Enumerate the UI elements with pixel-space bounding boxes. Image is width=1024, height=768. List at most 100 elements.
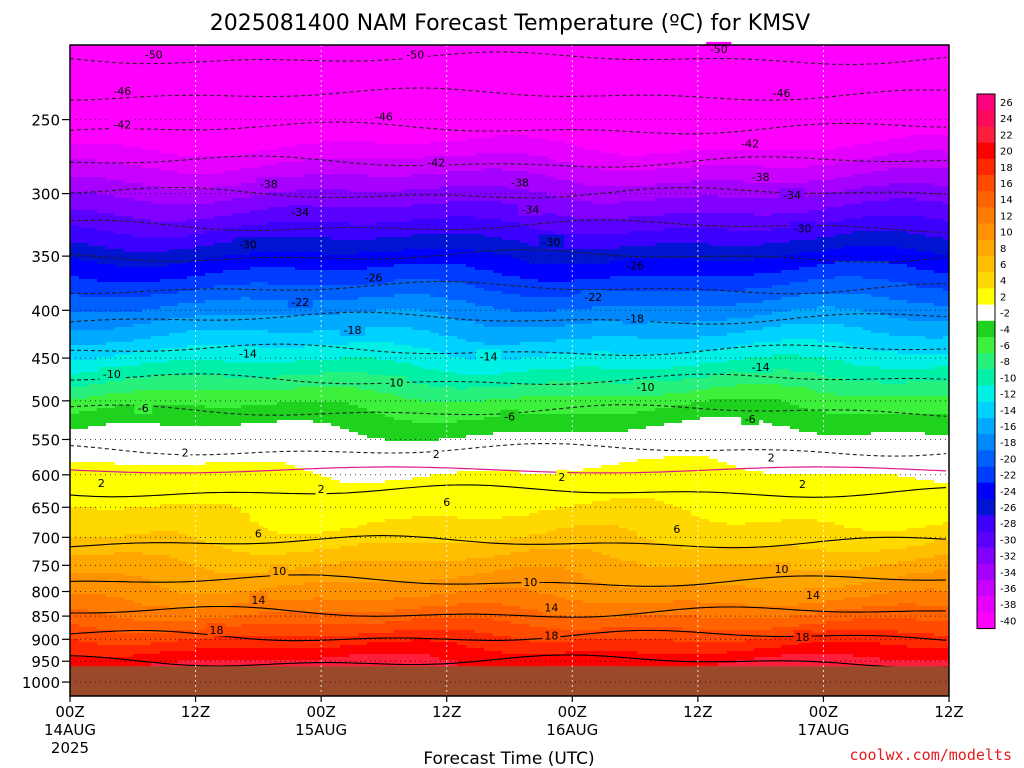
- field-cell: [106, 393, 395, 397]
- field-cell: [70, 201, 152, 205]
- field-cell: [412, 219, 503, 223]
- field-cell: [70, 615, 116, 619]
- field-cell: [169, 360, 224, 364]
- field-cell: [295, 567, 512, 571]
- field-cell: [259, 522, 368, 526]
- field-cell: [736, 384, 782, 388]
- field-cell: [718, 348, 872, 352]
- field-cell: [718, 459, 949, 463]
- field-cell: [250, 210, 539, 214]
- x-tick-label: 00Z: [558, 703, 587, 721]
- field-cell: [826, 411, 949, 415]
- field-cell: [943, 219, 949, 223]
- contour-label-bg: [803, 588, 822, 602]
- field-cell: [691, 513, 949, 517]
- field-cell: [520, 396, 949, 400]
- field-cell: [907, 264, 949, 268]
- field-cell: [610, 381, 656, 385]
- field-cell: [601, 465, 737, 469]
- field-cell: [412, 420, 458, 424]
- field-cell: [70, 420, 278, 424]
- field-cell: [304, 468, 584, 472]
- field-cell: [916, 249, 949, 253]
- isotherm-line: [70, 155, 947, 168]
- field-cell: [70, 540, 206, 544]
- field-cell: [97, 159, 305, 163]
- field-cell: [412, 174, 548, 178]
- credit-link[interactable]: coolwx.com/modelts: [849, 746, 1012, 764]
- colorbar-label: 20: [1000, 147, 1013, 158]
- contour-label-bg: [779, 187, 805, 201]
- field-cell: [115, 213, 233, 217]
- field-cell: [394, 417, 485, 421]
- field-cell: [70, 423, 107, 427]
- field-cell: [637, 651, 728, 655]
- field-cell: [592, 501, 665, 505]
- plot-frame: [69, 44, 950, 697]
- field-cell: [277, 177, 557, 181]
- colorbar-label: 6: [1000, 260, 1006, 271]
- field-cell: [727, 360, 845, 364]
- field-cell: [889, 183, 935, 187]
- field-cell: [160, 168, 242, 172]
- field-cell: [214, 285, 476, 289]
- field-cell: [70, 210, 98, 214]
- contour-label-bg: [476, 349, 502, 363]
- field-cell: [889, 153, 949, 157]
- field-cell: [781, 255, 949, 259]
- field-cell: [70, 63, 949, 67]
- field-cell: [70, 342, 107, 346]
- field-cell: [70, 195, 116, 199]
- field-cell: [475, 303, 737, 307]
- field-cell: [682, 150, 917, 154]
- field-cell: [808, 408, 949, 412]
- field-cell: [70, 129, 949, 133]
- field-cell: [736, 303, 935, 307]
- field-cell: [817, 264, 908, 268]
- field-cell: [70, 369, 107, 373]
- field-cell: [853, 174, 949, 178]
- field-cell: [70, 90, 949, 94]
- field-cell: [70, 621, 386, 625]
- contour-label-bg: [179, 445, 191, 459]
- colorbar-label: -30: [1000, 535, 1016, 546]
- field-cell: [70, 627, 98, 631]
- field-cell: [70, 102, 949, 106]
- field-cell: [259, 588, 485, 592]
- field-cell: [502, 237, 818, 241]
- contour-label: -10: [637, 381, 655, 394]
- field-cell: [214, 186, 440, 190]
- y-axis: 250 300 350 400 450 500 550 600 650 700 750 800 850 9…: [22, 112, 70, 692]
- field-cell: [295, 360, 395, 364]
- field-cell: [655, 540, 935, 544]
- field-cell: [70, 255, 224, 259]
- field-cell: [754, 648, 949, 652]
- field-cell: [601, 291, 949, 295]
- field-cell: [547, 531, 638, 535]
- contour-label-bg: [360, 270, 386, 284]
- field-cell: [313, 471, 458, 475]
- contour-label-bg: [797, 477, 808, 491]
- field-cell: [70, 153, 179, 157]
- field-cell: [70, 462, 116, 466]
- field-cell: [142, 147, 278, 151]
- field-cell: [133, 198, 233, 202]
- field-cell: [70, 495, 949, 499]
- y-tick-label: 600: [31, 467, 60, 485]
- field-cell: [70, 222, 269, 226]
- contour-label: -38: [752, 171, 770, 184]
- field-cell: [160, 306, 494, 310]
- field-cell: [826, 621, 949, 625]
- field-cell: [529, 369, 755, 373]
- field-cell: [502, 201, 593, 205]
- contour-label-bg: [134, 401, 153, 415]
- field-cell: [70, 648, 197, 652]
- x-tick-label: 00Z: [306, 703, 335, 721]
- field-cell: [115, 630, 170, 634]
- field-cell: [259, 150, 602, 154]
- plot-area: [70, 45, 949, 696]
- field-cell: [70, 582, 152, 586]
- field-cell: [547, 138, 890, 142]
- field-cell: [817, 372, 949, 376]
- contour-label: 14: [544, 601, 558, 614]
